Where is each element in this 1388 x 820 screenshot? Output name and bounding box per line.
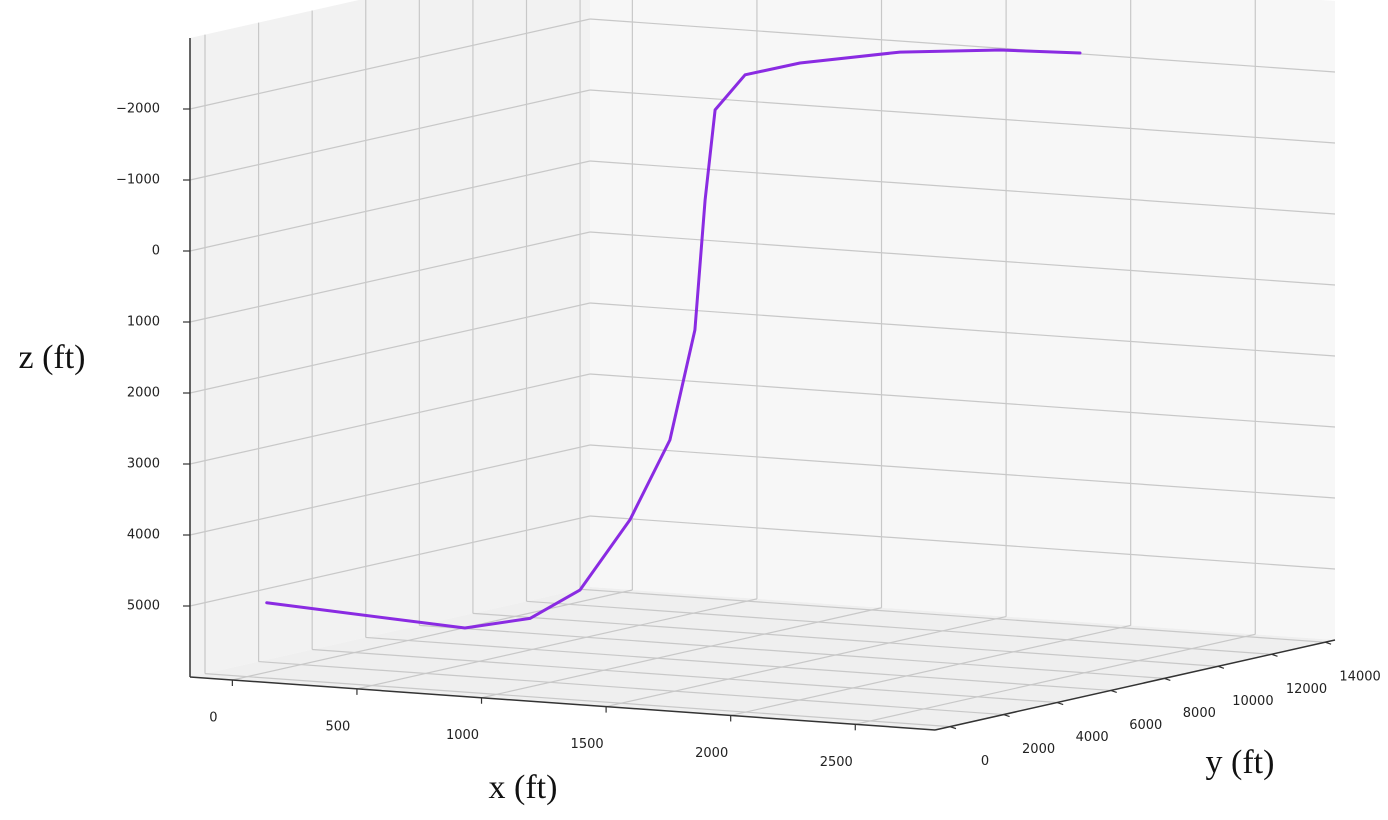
back-pane [590, 0, 1335, 640]
y-tick-label: 6000 [1129, 718, 1162, 733]
x-tick-label: 1500 [571, 737, 604, 752]
grid-line [365, 636, 1111, 692]
x-tick-label: 2000 [695, 746, 728, 761]
grid-line [589, 373, 1336, 428]
grid-line [589, 231, 1336, 286]
grid-line [419, 624, 1165, 679]
grid-line [189, 373, 591, 465]
y-tick-label: 8000 [1183, 706, 1216, 721]
y-axis-label: y (ft) [1206, 744, 1275, 781]
trajectory-line [265, 48, 1082, 630]
grid-line [589, 515, 1336, 570]
grid-line [189, 444, 591, 536]
y-tick-label: 0 [981, 754, 989, 769]
grid-line [312, 648, 1058, 704]
y-tick-label: 14000 [1339, 670, 1380, 685]
x-axis-label: x (ft) [489, 769, 558, 806]
grid-line [589, 302, 1336, 357]
z-tick-label: 5000 [127, 599, 160, 614]
axis-line [189, 676, 936, 731]
grid-line [189, 89, 591, 181]
z-tick-label: 0 [152, 244, 160, 259]
grid-line [204, 673, 951, 728]
y-tick-label: 10000 [1232, 694, 1273, 709]
left-pane [190, 0, 590, 677]
z-axis-label: z (ft) [18, 339, 85, 376]
x-tick-label: 500 [326, 719, 351, 734]
grid-line [189, 231, 591, 323]
grid-line [589, 444, 1336, 499]
y-tick-label: 4000 [1076, 730, 1109, 745]
grid-line [589, 89, 1336, 144]
z-tick-label: 3000 [127, 457, 160, 472]
grid-line [189, 160, 591, 252]
grid-line [189, 515, 591, 607]
y-tick-label: 12000 [1286, 682, 1327, 697]
x-tick-label: 1000 [446, 728, 479, 743]
grid-line [258, 660, 1004, 716]
z-tick-label: 2000 [127, 386, 160, 401]
grid-line [526, 600, 1272, 655]
z-tick-label: −1000 [116, 173, 160, 188]
z-tick-label: 1000 [127, 315, 160, 330]
x-tick-label: 0 [209, 711, 217, 726]
grid-line [580, 588, 1326, 643]
z-tick-label: −2000 [116, 102, 160, 117]
grid-line [189, 302, 591, 394]
grid-line [189, 18, 591, 110]
grid-line [589, 18, 1336, 73]
x-tick-label: 2500 [820, 755, 853, 770]
axis-line [934, 639, 1336, 731]
z-tick-label: 4000 [127, 528, 160, 543]
y-tick-label: 2000 [1022, 742, 1055, 757]
grid-line [589, 160, 1336, 215]
grid-line [472, 612, 1218, 667]
